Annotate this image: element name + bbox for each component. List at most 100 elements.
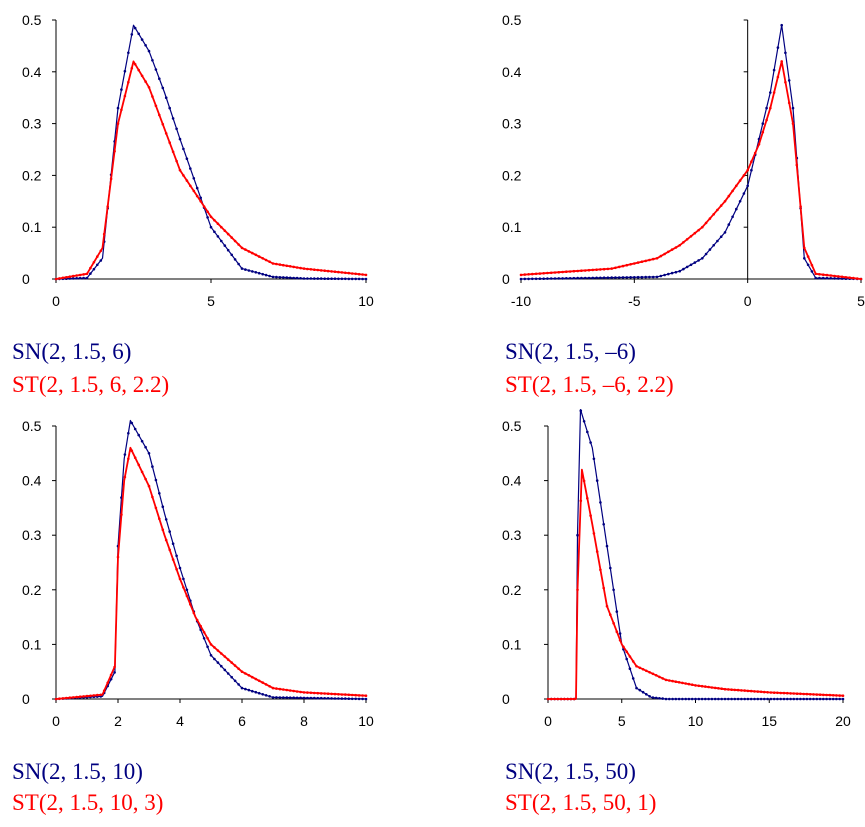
y-tick-label: 0.4 — [502, 64, 522, 80]
sn-sample-point — [814, 276, 817, 280]
sn-caption: SN(2, 1.5, 6) — [12, 339, 131, 364]
sn-sample-point — [233, 258, 237, 261]
st-sample-point — [720, 687, 723, 690]
st-sample-point — [295, 690, 299, 693]
sn-sample-point — [625, 276, 629, 279]
sn-sample-point — [161, 86, 165, 90]
st-sample-point — [113, 665, 116, 669]
st-sample-point — [704, 221, 708, 225]
sn-sample-point — [641, 690, 645, 694]
sn-sample-point — [92, 267, 96, 271]
sn-sample-point — [599, 276, 602, 280]
st-sample-point — [572, 269, 576, 273]
sn-sample-point — [89, 272, 92, 275]
sn-sample-point — [733, 697, 737, 701]
st-sample-point — [641, 668, 645, 671]
st-sample-point — [735, 184, 738, 188]
y-tick-label: 0 — [22, 691, 30, 707]
sn-sample-point — [565, 277, 568, 280]
st-sample-point — [130, 67, 134, 70]
sn-sample-point — [617, 276, 621, 279]
st-sample-point — [113, 149, 116, 153]
st-sample-point — [75, 695, 78, 699]
st-sample-point — [569, 697, 573, 701]
st-sample-point — [848, 276, 851, 280]
sn-sample-point — [612, 588, 615, 592]
st-sample-point — [275, 687, 278, 690]
st-sample-point — [612, 621, 615, 625]
st-sample-point — [803, 246, 806, 250]
st-sample-point — [99, 693, 103, 697]
sn-sample-point — [671, 697, 674, 701]
sn-sample-point — [636, 275, 640, 279]
sn-sample-point — [769, 91, 772, 94]
sn-sample-point — [583, 276, 587, 280]
st-sample-point — [622, 645, 625, 649]
y-tick-label: 0.5 — [22, 418, 42, 434]
sn-sample-point — [821, 276, 825, 280]
st-sample-point — [731, 189, 734, 193]
st-sample-point — [326, 269, 330, 273]
st-sample-point — [746, 168, 749, 172]
st-sample-point — [123, 94, 127, 98]
st-sample-point — [147, 86, 151, 89]
st-sample-point — [251, 675, 254, 679]
st-sample-point — [738, 179, 742, 182]
sn-sample-point — [837, 277, 840, 280]
st-sample-point — [278, 263, 282, 266]
st-sample-point — [664, 678, 668, 682]
x-tick-label: 0 — [744, 293, 752, 309]
sn-sample-point — [818, 697, 822, 701]
x-tick-label: 5 — [618, 713, 626, 729]
sn-sample-point — [292, 276, 296, 280]
st-sample-point — [716, 208, 719, 212]
sn-sample-point — [825, 276, 829, 280]
sn-sample-point — [602, 276, 606, 280]
st-sample-point — [285, 264, 289, 268]
st-sample-point — [708, 217, 712, 220]
sn-sample-point — [572, 276, 576, 280]
st-sample-point — [313, 268, 316, 272]
sn-sample-point — [96, 263, 99, 267]
sn-sample-point — [344, 277, 347, 281]
st-sample-point — [606, 267, 610, 271]
sn-sample-point — [621, 276, 625, 279]
sn-sample-point — [161, 505, 165, 509]
sn-sample-point — [735, 207, 738, 211]
sn-sample-point — [127, 432, 130, 435]
sn-sample-point — [658, 697, 661, 700]
sn-sample-point — [299, 277, 302, 280]
st-sample-point — [621, 264, 625, 268]
st-sample-point — [815, 693, 819, 696]
st-sample-point — [357, 694, 361, 697]
sn-sample-point — [364, 697, 368, 701]
sn-sample-point — [746, 697, 750, 701]
st-sample-point — [278, 687, 282, 691]
sn-sample-point — [756, 697, 760, 701]
st-sample-point — [347, 271, 351, 275]
st-sample-point — [337, 270, 340, 274]
st-sample-point — [182, 586, 185, 589]
sn-sample-point — [579, 409, 583, 413]
sn-sample-point — [780, 23, 783, 27]
sn-sample-point — [133, 427, 137, 431]
sn-sample-point — [779, 697, 782, 701]
st-sample-point — [812, 693, 815, 696]
sn-sample-point — [295, 696, 299, 700]
sn-sample-point — [364, 277, 368, 281]
sn-sample-point — [659, 274, 663, 278]
y-tick-label: 0 — [502, 271, 510, 287]
sn-sample-point — [319, 696, 323, 700]
st-sample-point — [209, 215, 213, 219]
st-sample-point — [553, 697, 556, 701]
sn-sample-point — [587, 276, 591, 280]
st-sample-point — [576, 588, 579, 592]
sn-sample-point — [257, 271, 261, 275]
sn-sample-point — [831, 697, 835, 701]
sn-sample-point — [354, 277, 358, 281]
st-sample-point — [835, 694, 838, 697]
st-sample-point — [756, 690, 760, 693]
st-sample-point — [230, 236, 233, 239]
st-sample-point — [687, 682, 691, 686]
sn-sample-point — [350, 697, 354, 701]
